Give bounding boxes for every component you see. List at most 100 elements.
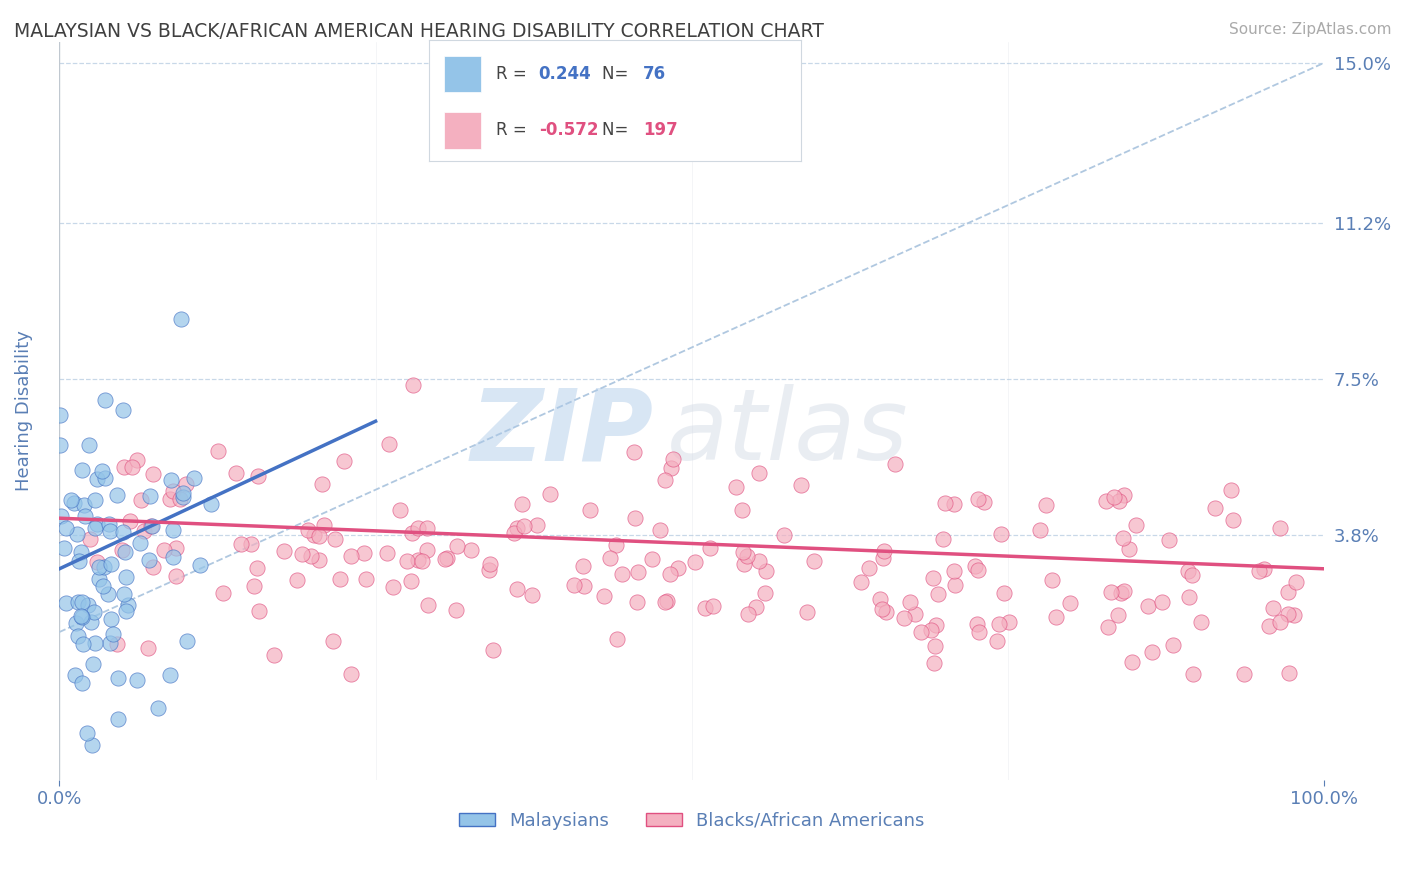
Point xyxy=(699,541,721,555)
Point xyxy=(922,656,945,670)
Point xyxy=(482,643,505,657)
Point xyxy=(1152,595,1174,609)
Point xyxy=(683,555,706,569)
Point xyxy=(624,511,647,525)
Point xyxy=(172,490,194,504)
Point xyxy=(94,471,117,485)
Point xyxy=(55,595,77,609)
Point xyxy=(333,453,356,467)
Point xyxy=(626,595,648,609)
Point xyxy=(612,567,634,582)
Point xyxy=(662,452,685,467)
Point xyxy=(875,605,897,619)
Point xyxy=(986,634,1008,648)
Point xyxy=(730,503,752,517)
Point xyxy=(655,594,678,608)
Point xyxy=(98,516,121,531)
Point xyxy=(702,599,724,614)
Point xyxy=(66,629,89,643)
Point xyxy=(922,571,945,585)
Point xyxy=(599,550,621,565)
Point xyxy=(623,445,645,459)
Point xyxy=(562,577,585,591)
Point xyxy=(593,589,616,603)
Point xyxy=(308,529,330,543)
Point xyxy=(183,471,205,485)
Point xyxy=(520,588,543,602)
Point xyxy=(505,521,527,535)
Point xyxy=(803,554,825,568)
Point xyxy=(1097,620,1119,634)
Point xyxy=(772,528,794,542)
Point xyxy=(925,618,948,632)
Point xyxy=(650,523,672,537)
Text: MALAYSIAN VS BLACK/AFRICAN AMERICAN HEARING DISABILITY CORRELATION CHART: MALAYSIAN VS BLACK/AFRICAN AMERICAN HEAR… xyxy=(14,22,824,41)
Point xyxy=(72,463,94,477)
Point xyxy=(1189,615,1212,629)
Point xyxy=(176,633,198,648)
Point xyxy=(526,518,548,533)
Point xyxy=(146,701,169,715)
Point xyxy=(934,496,956,510)
Point xyxy=(510,497,533,511)
Point xyxy=(59,493,82,508)
Point xyxy=(77,599,100,613)
Point xyxy=(356,572,378,586)
Point xyxy=(83,605,105,619)
Point xyxy=(987,616,1010,631)
Point xyxy=(418,598,440,612)
Point xyxy=(70,609,93,624)
Point xyxy=(141,519,163,533)
Point xyxy=(446,602,468,616)
Point xyxy=(1040,574,1063,588)
Text: 197: 197 xyxy=(643,121,678,139)
Point xyxy=(1277,585,1299,599)
Point xyxy=(207,443,229,458)
Point xyxy=(574,579,596,593)
Point xyxy=(65,616,87,631)
Point xyxy=(174,477,197,491)
Point xyxy=(107,671,129,685)
Point xyxy=(943,497,966,511)
Point xyxy=(1108,493,1130,508)
Point xyxy=(1204,501,1226,516)
Point xyxy=(755,564,778,578)
Point xyxy=(658,567,681,582)
Point xyxy=(79,615,101,629)
Point xyxy=(299,549,322,563)
Point xyxy=(162,550,184,565)
Point xyxy=(733,558,755,572)
Point xyxy=(724,480,747,494)
Point xyxy=(98,635,121,649)
Point xyxy=(858,561,880,575)
Point xyxy=(141,560,163,574)
Point xyxy=(606,632,628,646)
Point xyxy=(910,625,932,640)
Point xyxy=(1277,607,1299,621)
Point xyxy=(1118,541,1140,556)
Point xyxy=(513,519,536,533)
Point xyxy=(111,525,134,540)
Point xyxy=(200,498,222,512)
Point xyxy=(114,545,136,559)
Point xyxy=(932,532,955,546)
Point xyxy=(111,403,134,417)
Point xyxy=(377,436,399,450)
Point xyxy=(1270,521,1292,535)
Point xyxy=(748,467,770,481)
Point xyxy=(225,466,247,480)
Point xyxy=(1282,608,1305,623)
Point xyxy=(735,549,758,563)
Point xyxy=(605,538,627,552)
Point xyxy=(77,438,100,452)
Point xyxy=(72,637,94,651)
Text: atlas: atlas xyxy=(666,384,908,482)
Point xyxy=(159,668,181,682)
Point xyxy=(873,543,896,558)
Point xyxy=(1112,584,1135,599)
Point xyxy=(48,408,70,422)
Point xyxy=(76,725,98,739)
Point xyxy=(240,537,263,551)
Point xyxy=(998,615,1021,629)
Point xyxy=(153,543,176,558)
